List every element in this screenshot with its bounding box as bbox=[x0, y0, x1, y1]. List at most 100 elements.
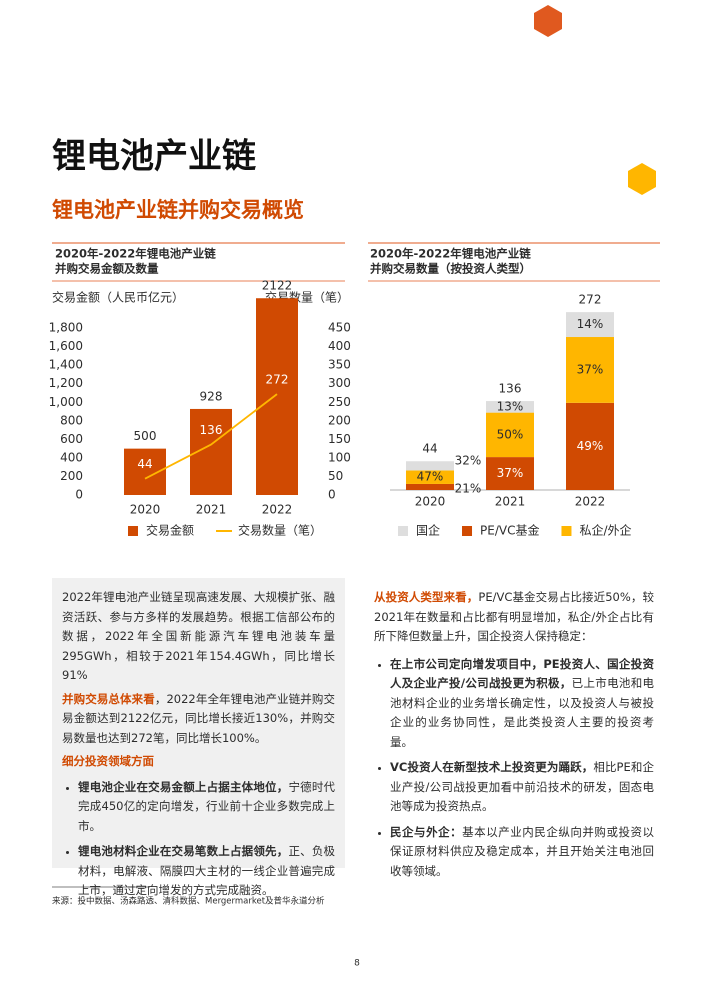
x-tick-label: 2020 bbox=[130, 503, 161, 517]
segment-label: 14% bbox=[577, 317, 604, 331]
x-tick-label: 2021 bbox=[196, 503, 227, 517]
chart-title: 2020年-2022年锂电池产业链 bbox=[55, 247, 216, 261]
bar-segment bbox=[566, 312, 614, 338]
bold-lead: 民企与外企： bbox=[390, 824, 463, 839]
legend-label: 私企/外企 bbox=[579, 523, 631, 538]
x-tick-label: 2022 bbox=[262, 503, 293, 517]
line-value-label: 44 bbox=[137, 457, 152, 471]
chart-title: 2020年-2022年锂电池产业链 bbox=[370, 247, 531, 261]
highlight: 从投资人类型来看， bbox=[374, 590, 479, 604]
total-label: 272 bbox=[579, 293, 602, 307]
bar-segment bbox=[566, 402, 614, 490]
line-value-label: 272 bbox=[266, 373, 289, 387]
legend-label: 交易数量（笔） bbox=[238, 523, 322, 538]
y-tick-label: 200 bbox=[60, 469, 83, 483]
page-title: 锂电池产业链 bbox=[52, 137, 256, 177]
y-tick-label: 600 bbox=[60, 432, 83, 446]
total-label: 136 bbox=[499, 382, 522, 396]
legend-swatch bbox=[561, 526, 572, 536]
hexagon-decoration bbox=[534, 5, 562, 37]
segment-label: 47% bbox=[417, 470, 444, 484]
y-axis-title: 交易金额（人民币亿元） bbox=[52, 290, 184, 305]
chart-title: 并购交易数量（按投资人类型） bbox=[370, 262, 531, 276]
bar-value-label: 2122 bbox=[262, 279, 293, 293]
bar-segment bbox=[566, 337, 614, 403]
y2-tick-label: 0 bbox=[328, 488, 336, 502]
bar-segment bbox=[406, 461, 454, 471]
y-tick-label: 1,000 bbox=[49, 395, 83, 409]
bullet-list: 锂电池企业在交易金额上占据主体地位，宁德时代完成450亿的定向增发，行业前十企业… bbox=[62, 778, 335, 901]
y-tick-label: 1,200 bbox=[49, 376, 83, 390]
text: 基本以产业内民企纵向并购或投资以保证原材料供应及稳定成本，并且开始关注电池回收等… bbox=[390, 824, 655, 878]
segment-label: 32% bbox=[455, 453, 482, 467]
segment-label: 37% bbox=[577, 362, 604, 376]
y2-tick-label: 200 bbox=[328, 413, 351, 427]
bold-lead: 锂电池企业在交易金额上占据主体地位， bbox=[78, 779, 289, 794]
y2-tick-label: 300 bbox=[328, 376, 351, 390]
bullet: 锂电池企业在交易金额上占据主体地位，宁德时代完成450亿的定向增发，行业前十企业… bbox=[78, 778, 335, 837]
y-tick-label: 800 bbox=[60, 413, 83, 427]
source-note: 来源：投中数据、汤森路透、清科数据、Mergermarket及普华永道分析 bbox=[52, 896, 325, 907]
bold-lead: 锂电池材料企业在交易笔数上占据领先， bbox=[78, 844, 289, 858]
y2-tick-label: 100 bbox=[328, 450, 351, 464]
total-label: 44 bbox=[422, 442, 437, 456]
x-tick-label: 2020 bbox=[415, 495, 446, 509]
x-tick-label: 2021 bbox=[495, 495, 526, 509]
bar-segment bbox=[406, 483, 454, 490]
y-tick-label: 1,800 bbox=[49, 321, 83, 335]
y2-tick-label: 50 bbox=[328, 469, 343, 483]
bullet: 在上市公司定向增发项目中，PE投资人、国企投资人及企业产投/公司战投更为积极，已… bbox=[390, 655, 654, 753]
paragraph: 从投资人类型来看，PE/VC基金交易占比接近50%，较2021年在数量和占比都有… bbox=[374, 588, 654, 647]
page-subtitle: 锂电池产业链并购交易概览 bbox=[52, 198, 304, 222]
text: 宁德时代完成450亿的定向增发，行业前十企业多数完成上市。 bbox=[78, 779, 336, 833]
segment-label: 37% bbox=[497, 466, 524, 480]
line-value-label: 136 bbox=[200, 423, 223, 437]
segment-label: 13% bbox=[497, 399, 524, 413]
legend-swatch bbox=[128, 526, 138, 536]
y2-tick-label: 400 bbox=[328, 339, 351, 353]
line bbox=[144, 393, 278, 480]
segment-label: 49% bbox=[577, 439, 604, 453]
hexagon-decoration bbox=[628, 163, 656, 195]
highlight: 并购交易总体来看 bbox=[62, 691, 155, 706]
legend-label: 国企 bbox=[416, 523, 440, 538]
bar-segment bbox=[486, 401, 534, 413]
y-tick-label: 400 bbox=[60, 450, 83, 464]
y2-tick-label: 450 bbox=[328, 321, 351, 335]
text: 已上市电池和电池材料企业的业务增长确定性，以及投资人与被投企业的业务协同性，是此… bbox=[390, 676, 655, 749]
paragraph: 并购交易总体来看，2022年全年锂电池产业链并购交易金额达到2122亿元，同比增… bbox=[62, 690, 335, 749]
bar bbox=[256, 298, 298, 495]
legend-swatch bbox=[398, 526, 408, 536]
bullet: 锂电池材料企业在交易笔数上占据领先，正、负极材料，电解液、隔膜四大主材的一线企业… bbox=[78, 842, 335, 901]
legend-label: PE/VC基金 bbox=[480, 523, 539, 538]
legend-swatch bbox=[462, 526, 473, 536]
bar-value-label: 500 bbox=[134, 429, 157, 443]
y2-tick-label: 350 bbox=[328, 358, 351, 372]
section-heading: 细分投资领域方面 bbox=[62, 754, 154, 768]
text: 正、负极材料，电解液、隔膜四大主材的一线企业普遍完成上市，通过定向增发的方式完成… bbox=[78, 844, 336, 897]
y-tick-label: 1,600 bbox=[49, 339, 83, 353]
bar-segment bbox=[486, 412, 534, 458]
bar-value-label: 928 bbox=[200, 389, 223, 403]
right-text-box: 从投资人类型来看，PE/VC基金交易占比接近50%，较2021年在数量和占比都有… bbox=[368, 578, 660, 887]
bullet: 民企与外企：基本以产业内民企纵向并购或投资以保证原材料供应及稳定成本，并且开始关… bbox=[390, 823, 654, 882]
y2-tick-label: 150 bbox=[328, 432, 351, 446]
text: ，2022年全年锂电池产业链并购交易金额达到2122亿元，同比增长接近130%，… bbox=[62, 691, 336, 745]
text: 相比PE和企业产投/公司战投更加看中前沿技术的研发，固态电池等成为投资热点。 bbox=[390, 760, 654, 813]
segment-label: 21% bbox=[455, 481, 482, 495]
page-number: 8 bbox=[354, 959, 360, 969]
left-text-box: 2022年锂电池产业链呈现高速发展、大规模扩张、融资活跃、参与方多样的发展趋势。… bbox=[52, 578, 345, 897]
chart-title: 并购交易金额及数量 bbox=[55, 262, 159, 276]
bar-segment bbox=[406, 470, 454, 484]
legend-label: 交易金额 bbox=[146, 523, 194, 538]
bar-segment bbox=[486, 457, 534, 490]
paragraph: 2022年锂电池产业链呈现高速发展、大规模扩张、融资活跃、参与方多样的发展趋势。… bbox=[62, 590, 335, 682]
bold-lead: 在上市公司定向增发项目中，PE投资人、国企投资人及企业产投/公司战投更为积极， bbox=[390, 656, 654, 691]
bold-lead: VC投资人在新型技术上投资更为踊跃， bbox=[390, 760, 594, 774]
y2-tick-label: 250 bbox=[328, 395, 351, 409]
y-tick-label: 1,400 bbox=[49, 358, 83, 372]
text: PE/VC基金交易占比接近50%，较2021年在数量和占比都有明显增加，私企/外… bbox=[374, 590, 654, 643]
bullet: VC投资人在新型技术上投资更为踊跃，相比PE和企业产投/公司战投更加看中前沿技术… bbox=[390, 758, 654, 817]
